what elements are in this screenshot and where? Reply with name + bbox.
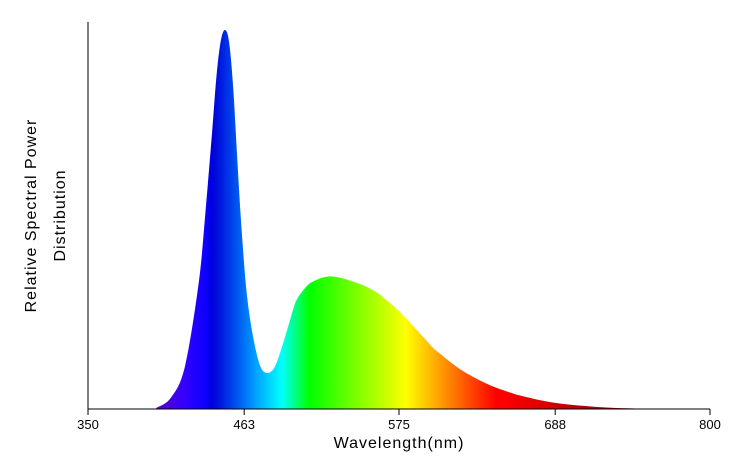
- y-axis-title-line: Distribution: [52, 169, 69, 261]
- y-axis-title: Relative Spectral Power Distribution: [23, 119, 69, 313]
- x-axis-title: Wavelength(nm): [334, 435, 465, 452]
- x-tick-label: 688: [544, 417, 566, 432]
- plot-area: [88, 30, 710, 409]
- x-tick-label: 575: [388, 417, 410, 432]
- x-axis-ticks: 350 463 575 688 800: [77, 409, 721, 432]
- x-tick-label: 463: [233, 417, 255, 432]
- x-tick-label: 350: [77, 417, 99, 432]
- x-tick-label: 800: [699, 417, 721, 432]
- spectrum-area: [88, 30, 710, 409]
- y-axis-title-line: Relative Spectral Power: [23, 119, 40, 313]
